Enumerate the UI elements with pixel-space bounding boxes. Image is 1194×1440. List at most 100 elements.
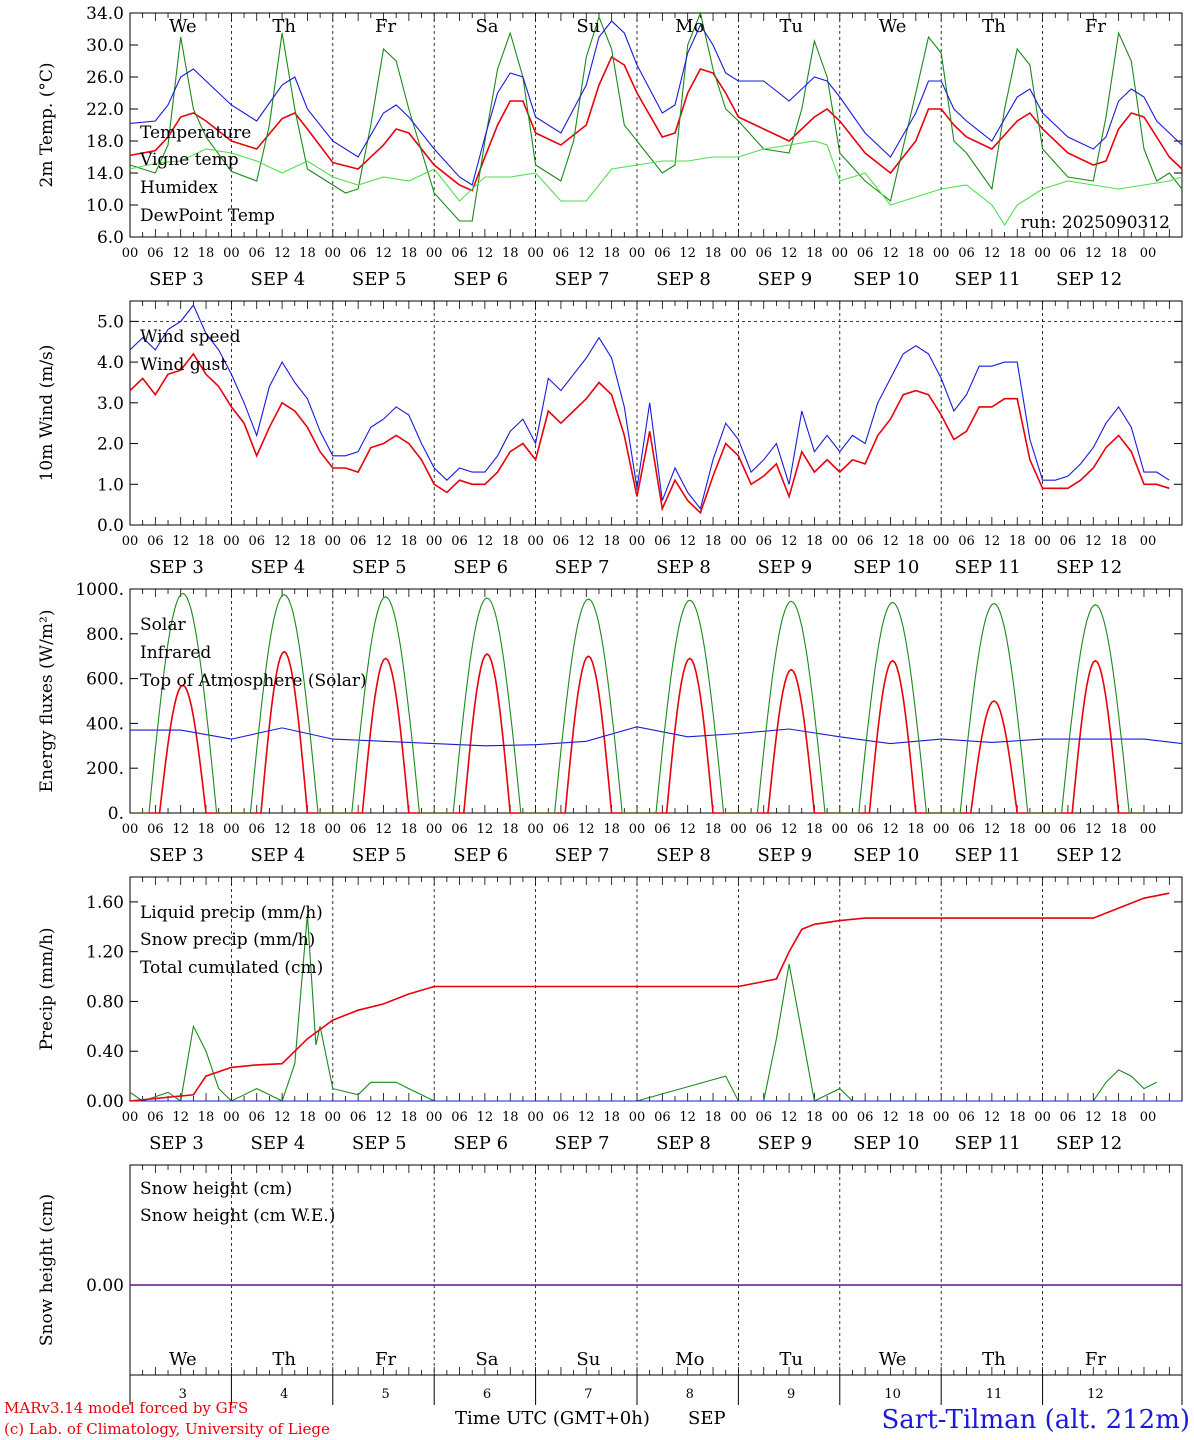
panel-5: 0.00 Snow height (cm) Snow height (cm) Snow…	[37, 1164, 1183, 1405]
hour-tick-label: 00	[933, 246, 950, 261]
weekday-label: Mo	[675, 1349, 704, 1370]
legend-entry: Snow height (cm)	[140, 1179, 292, 1199]
y-tick-label: 1.0	[97, 475, 124, 495]
hour-tick-label: 12	[274, 1110, 291, 1125]
hour-tick-label: 18	[603, 822, 620, 837]
date-label: SEP 10	[853, 557, 919, 578]
date-label: SEP 8	[656, 1133, 711, 1154]
hour-tick-label: 12	[274, 534, 291, 549]
weekday-label: Th	[272, 16, 296, 37]
date-label: SEP 5	[352, 269, 407, 290]
hour-tick-label: 18	[603, 534, 620, 549]
hour-tick-label: 18	[806, 1110, 823, 1125]
hour-tick-label: 18	[198, 1110, 215, 1125]
hour-tick-label: 18	[908, 822, 925, 837]
y-tick-label: 0.00	[86, 1276, 124, 1296]
plot-frame	[129, 12, 1183, 238]
hour-tick-label: 18	[401, 822, 418, 837]
date-label: SEP 10	[853, 845, 919, 866]
hour-tick-label: 00	[629, 822, 646, 837]
y-tick-label: 10.0	[86, 196, 124, 216]
y-tick-label: 0.40	[86, 1042, 124, 1062]
date-label: SEP 8	[656, 845, 711, 866]
hour-tick-label: 12	[1085, 1110, 1102, 1125]
hour-tick-label: 06	[1060, 1110, 1077, 1125]
hour-tick-label: 18	[299, 1110, 316, 1125]
hour-tick-label: 18	[806, 822, 823, 837]
hour-tick-label: 00	[122, 246, 139, 261]
hour-tick-label: 12	[578, 1110, 595, 1125]
hour-tick-label: 12	[172, 534, 189, 549]
weekday-label: We	[879, 16, 907, 37]
hour-tick-label: 06	[147, 822, 164, 837]
hour-tick-label: 06	[147, 534, 164, 549]
y-tick-label: 4.0	[97, 353, 124, 373]
legend-entry: Humidex	[140, 178, 218, 198]
hour-tick-label: 12	[984, 246, 1001, 261]
hour-tick-label: 18	[705, 822, 722, 837]
hour-tick-label: 06	[857, 1110, 874, 1125]
hour-tick-label: 06	[350, 246, 367, 261]
y-tick-label: 0.00	[86, 1092, 124, 1112]
date-label: SEP 5	[352, 557, 407, 578]
hour-tick-label: 06	[451, 822, 468, 837]
hour-tick-label: 18	[198, 246, 215, 261]
hour-tick-label: 00	[629, 246, 646, 261]
hour-tick-label: 06	[654, 822, 671, 837]
hour-tick-label: 18	[401, 246, 418, 261]
hour-tick-label: 00	[730, 1110, 747, 1125]
y-tick-label: 1000.	[75, 580, 124, 600]
hour-tick-label: 06	[755, 534, 772, 549]
series-line	[129, 304, 1170, 510]
hour-tick-label: 06	[958, 246, 975, 261]
x-axis-title: Time UTC (GMT+0h)	[455, 1408, 650, 1429]
hour-tick-label: 18	[1009, 1110, 1026, 1125]
y-tick-label: 200.	[86, 759, 124, 779]
date-label: SEP 7	[555, 845, 610, 866]
date-label: SEP 12	[1056, 1133, 1122, 1154]
date-label: SEP 3	[149, 269, 204, 290]
hour-tick-label: 12	[1085, 246, 1102, 261]
hour-tick-label: 00	[223, 1110, 240, 1125]
date-label: SEP 8	[656, 557, 711, 578]
weekday-label: We	[169, 1349, 197, 1370]
y-tick-label: 6.0	[97, 228, 124, 248]
hour-tick-label: 00	[1034, 246, 1051, 261]
hour-tick-label: 06	[451, 534, 468, 549]
hour-tick-label: 18	[603, 1110, 620, 1125]
y-tick-label: 26.0	[86, 68, 124, 88]
hour-tick-label: 12	[781, 246, 798, 261]
hour-tick-label: 18	[1110, 822, 1127, 837]
series-line	[132, 592, 1147, 814]
hour-tick-label: 12	[375, 1110, 392, 1125]
date-label: SEP 12	[1056, 845, 1122, 866]
hour-tick-label: 18	[1009, 246, 1026, 261]
legend-entry: Infrared	[140, 643, 211, 663]
hour-tick-label: 18	[705, 246, 722, 261]
hour-tick-label: 06	[553, 1110, 570, 1125]
hour-tick-label: 18	[401, 1110, 418, 1125]
hour-tick-label: 12	[477, 534, 494, 549]
hour-tick-label: 06	[1060, 822, 1077, 837]
hour-tick-label: 18	[1110, 1110, 1127, 1125]
date-label: SEP 3	[149, 1133, 204, 1154]
hour-tick-label: 06	[857, 246, 874, 261]
legend-entry: Top of Atmosphere (Solar)	[140, 671, 367, 691]
y-tick-label: 0.	[108, 804, 124, 824]
weekday-label: We	[169, 16, 197, 37]
hour-tick-label: 00	[527, 246, 544, 261]
hour-tick-label: 00	[122, 822, 139, 837]
hour-tick-label: 00	[933, 822, 950, 837]
hour-tick-label: 06	[857, 534, 874, 549]
hour-tick-label: 00	[426, 246, 443, 261]
hour-tick-label: 12	[172, 246, 189, 261]
hour-tick-label: 12	[984, 1110, 1001, 1125]
legend-entry: DewPoint Temp	[140, 206, 275, 226]
hour-tick-label: 06	[350, 1110, 367, 1125]
date-label: SEP 7	[555, 557, 610, 578]
series-line	[129, 352, 1170, 515]
y-axis-label: Energy fluxes (W/m²)	[37, 610, 57, 793]
hour-tick-label: 00	[1034, 1110, 1051, 1125]
hour-tick-label: 12	[984, 534, 1001, 549]
date-label: SEP 5	[352, 1133, 407, 1154]
